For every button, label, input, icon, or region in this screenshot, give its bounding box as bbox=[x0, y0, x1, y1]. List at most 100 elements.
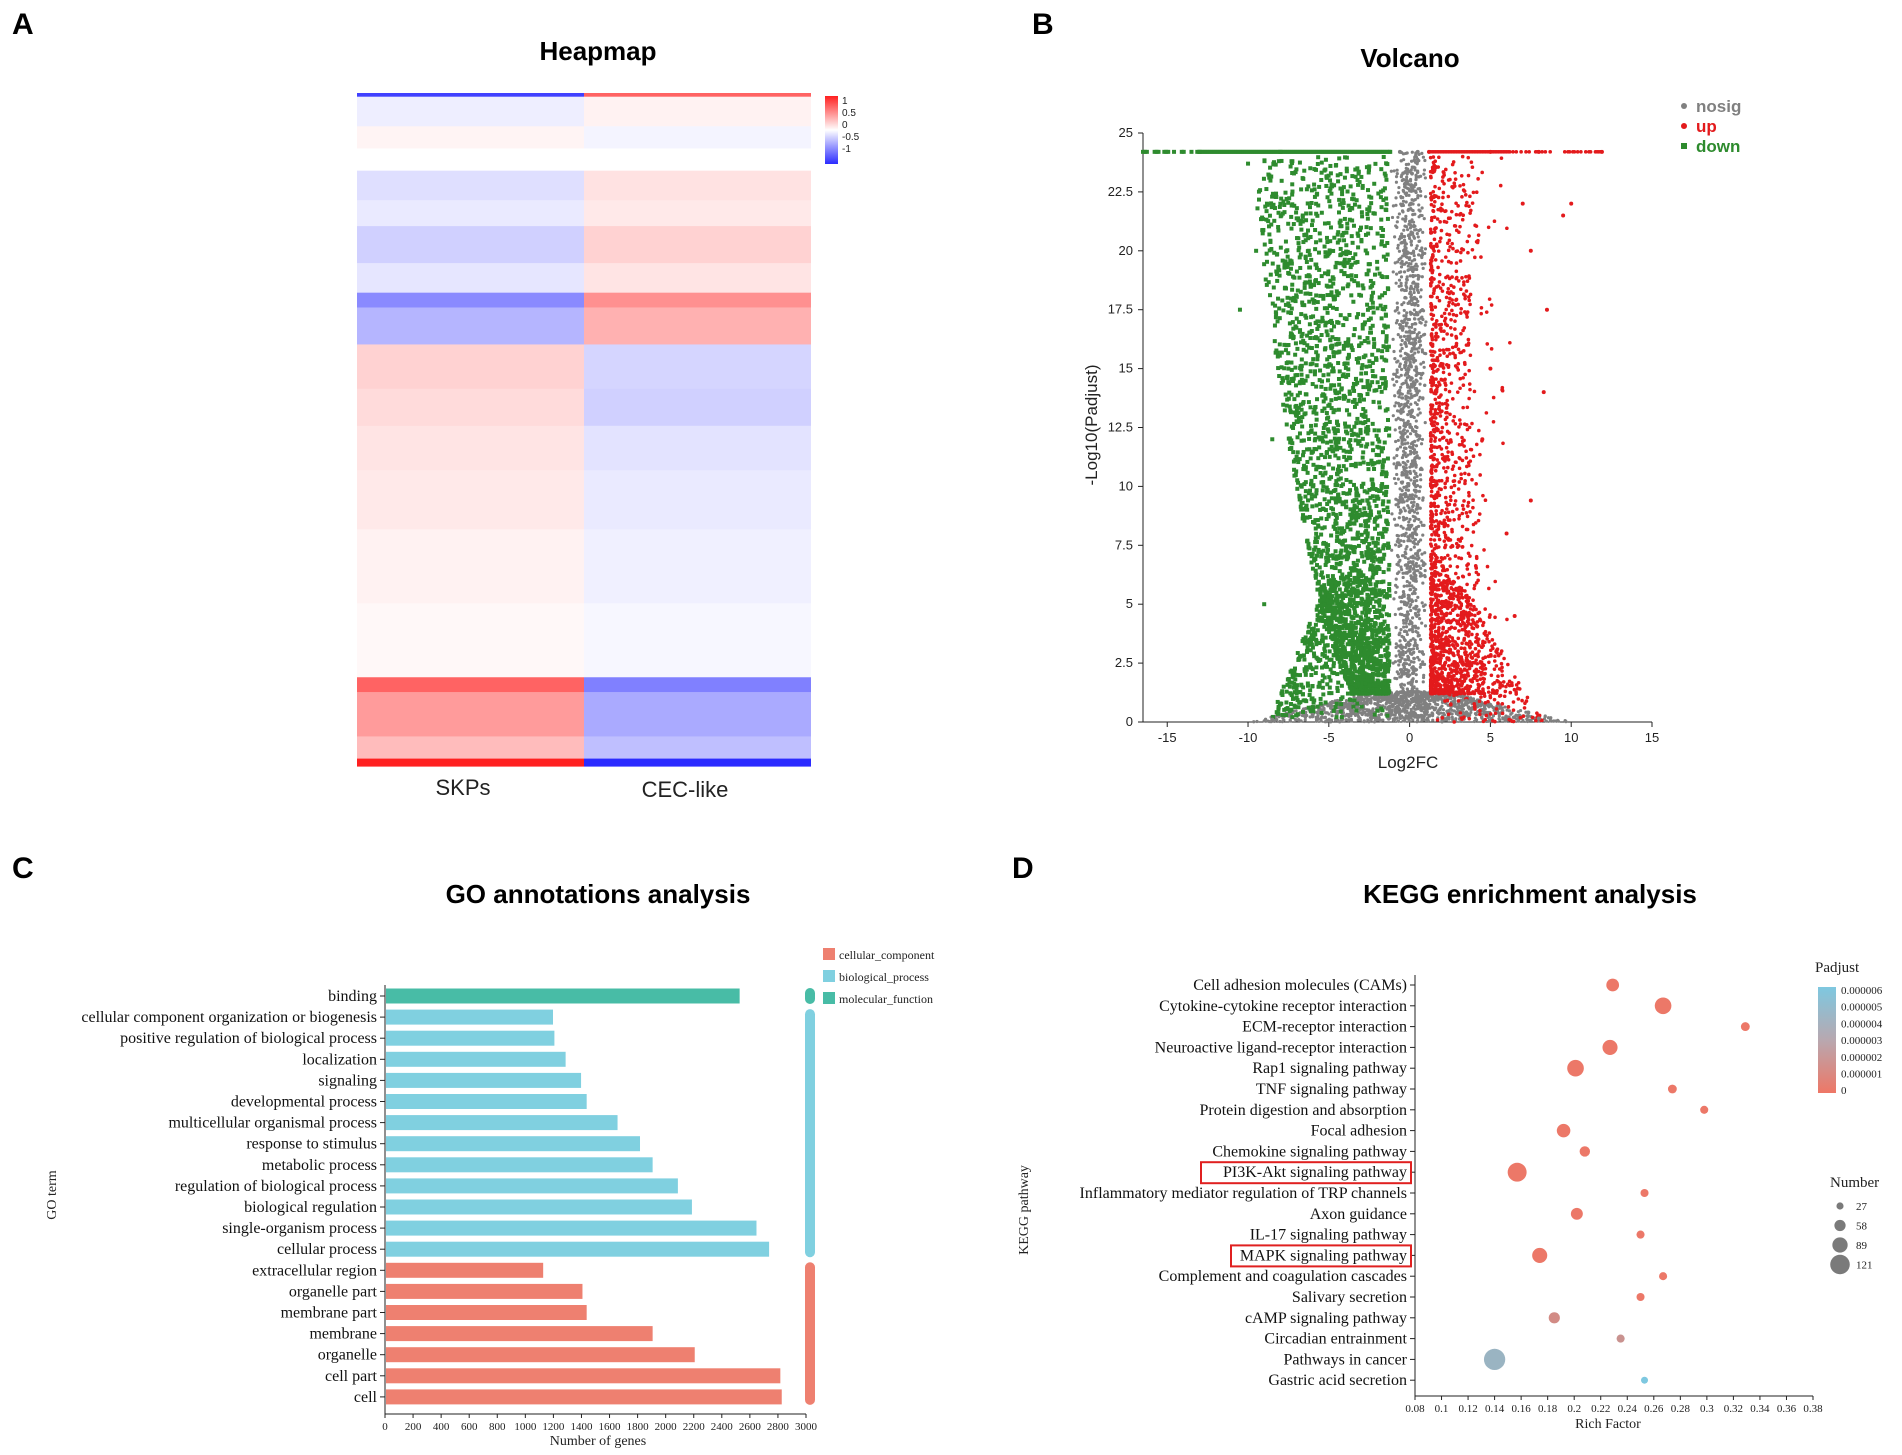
volcano-point-down bbox=[1284, 422, 1289, 427]
volcano-point-nosig bbox=[1413, 381, 1417, 385]
volcano-point-down bbox=[1365, 216, 1370, 221]
volcano-point-nosig bbox=[1413, 340, 1417, 345]
volcano-point-nosig bbox=[1395, 562, 1399, 566]
volcano-point-nosig bbox=[1398, 430, 1402, 434]
volcano-point-nosig bbox=[1416, 235, 1420, 239]
volcano-point-down bbox=[1279, 158, 1284, 163]
volcano-point-nosig bbox=[1420, 350, 1424, 354]
heatmap-cell-block-18-cec-like bbox=[584, 736, 811, 760]
volcano-point-down bbox=[1341, 230, 1346, 235]
volcano-point-nosig bbox=[1377, 713, 1381, 717]
volcano-point-nosig bbox=[1410, 198, 1414, 202]
volcano-point-down bbox=[1295, 346, 1300, 351]
volcano-point-down bbox=[1380, 234, 1385, 239]
volcano-point-nosig bbox=[1409, 500, 1414, 505]
volcano-point-down bbox=[1295, 486, 1300, 491]
volcano-point-down bbox=[1297, 431, 1302, 436]
volcano-point-nosig bbox=[1399, 539, 1403, 543]
volcano-point-down bbox=[1309, 496, 1314, 501]
volcano-point-nosig bbox=[1434, 706, 1438, 710]
volcano-point-nosig bbox=[1401, 652, 1405, 656]
heatmap-cell-block-1-skps bbox=[357, 96, 584, 127]
heatmap-cell-block-7-skps bbox=[357, 263, 584, 294]
volcano-point-down bbox=[1325, 240, 1330, 245]
volcano-point-nosig bbox=[1415, 244, 1419, 248]
volcano-point-nosig bbox=[1421, 360, 1426, 364]
volcano-point-nosig bbox=[1398, 349, 1403, 353]
volcano-point-nosig bbox=[1421, 698, 1426, 702]
volcano-point-down bbox=[1326, 269, 1331, 274]
volcano-point-nosig bbox=[1404, 324, 1408, 328]
volcano-point-nosig bbox=[1414, 228, 1418, 232]
volcano-point-down bbox=[1359, 532, 1364, 537]
volcano-point-nosig bbox=[1391, 414, 1395, 418]
volcano-point-down bbox=[1294, 469, 1299, 474]
volcano-point-nosig bbox=[1400, 259, 1404, 264]
volcano-point-nosig bbox=[1414, 175, 1418, 179]
volcano-point-down bbox=[1333, 388, 1338, 393]
volcano-point-down bbox=[1325, 195, 1330, 200]
volcano-point-nosig bbox=[1411, 629, 1415, 634]
heatmap-cell-block-6-skps bbox=[357, 226, 584, 264]
volcano-point-down bbox=[1296, 248, 1301, 253]
volcano-point-down bbox=[1277, 306, 1282, 311]
volcano-point-nosig bbox=[1401, 575, 1405, 580]
volcano-point-down bbox=[1365, 207, 1370, 212]
volcano-point-nosig bbox=[1413, 313, 1417, 317]
volcano-point-down bbox=[1363, 371, 1368, 376]
volcano-point-down bbox=[1372, 428, 1377, 433]
volcano-point-down bbox=[1314, 344, 1319, 349]
volcano-point-down bbox=[1341, 437, 1346, 442]
volcano-point-down bbox=[1345, 361, 1350, 366]
volcano-point-down bbox=[1366, 170, 1371, 175]
volcano-point-nosig bbox=[1416, 170, 1420, 175]
volcano-point-down bbox=[1370, 323, 1375, 328]
volcano-point-nosig bbox=[1394, 321, 1399, 325]
volcano-point-down bbox=[1289, 377, 1294, 382]
volcano-point-nosig bbox=[1420, 315, 1424, 319]
volcano-point-nosig bbox=[1357, 695, 1361, 699]
volcano-point-nosig bbox=[1544, 719, 1548, 723]
volcano-point-nosig bbox=[1394, 180, 1399, 184]
volcano-point-nosig bbox=[1410, 665, 1415, 670]
volcano-point-down bbox=[1323, 455, 1328, 460]
volcano-point-nosig bbox=[1395, 696, 1399, 700]
volcano-point-down bbox=[1385, 505, 1390, 510]
volcano-point-down bbox=[1314, 491, 1319, 496]
volcano-point-nosig bbox=[1394, 281, 1398, 285]
volcano-point-down bbox=[1315, 518, 1320, 523]
volcano-point-down bbox=[1313, 423, 1318, 428]
volcano-point-down bbox=[1339, 224, 1344, 229]
volcano-point-nosig bbox=[1396, 416, 1400, 420]
volcano-point-down bbox=[1316, 155, 1321, 160]
volcano-point-down bbox=[1314, 201, 1319, 206]
heatmap-cell-block-15-cec-like bbox=[584, 603, 811, 678]
volcano-point-nosig bbox=[1419, 362, 1423, 366]
volcano-point-down bbox=[1288, 410, 1293, 415]
volcano-point-down bbox=[1333, 566, 1338, 571]
volcano-point-nosig bbox=[1407, 694, 1411, 698]
volcano-point-nosig bbox=[1408, 452, 1413, 456]
volcano-point-nosig bbox=[1395, 691, 1399, 695]
heatmap-cell-block-4-cec-like bbox=[584, 170, 811, 201]
volcano-point-nosig bbox=[1412, 290, 1416, 295]
volcano-point-nosig bbox=[1409, 574, 1413, 578]
volcano-point-nosig bbox=[1407, 690, 1411, 694]
volcano-point-down bbox=[1267, 248, 1272, 253]
volcano-point-nosig bbox=[1394, 590, 1398, 595]
volcano-point-down bbox=[1372, 621, 1377, 626]
volcano-point-down bbox=[1375, 380, 1380, 385]
volcano-point-nosig bbox=[1365, 708, 1369, 712]
volcano-point-down bbox=[1386, 499, 1391, 504]
volcano-point-nosig bbox=[1407, 520, 1411, 524]
volcano-point-down bbox=[1342, 238, 1347, 243]
volcano-point-down bbox=[1371, 337, 1376, 342]
volcano-point-nosig bbox=[1403, 224, 1407, 228]
volcano-point-nosig bbox=[1405, 401, 1410, 405]
volcano-point-nosig bbox=[1416, 549, 1420, 553]
volcano-point-nosig bbox=[1405, 584, 1409, 588]
volcano-point-down bbox=[1379, 217, 1384, 222]
volcano-point-nosig bbox=[1413, 483, 1417, 487]
volcano-point-down bbox=[1365, 640, 1370, 645]
volcano-point-nosig bbox=[1404, 454, 1408, 459]
